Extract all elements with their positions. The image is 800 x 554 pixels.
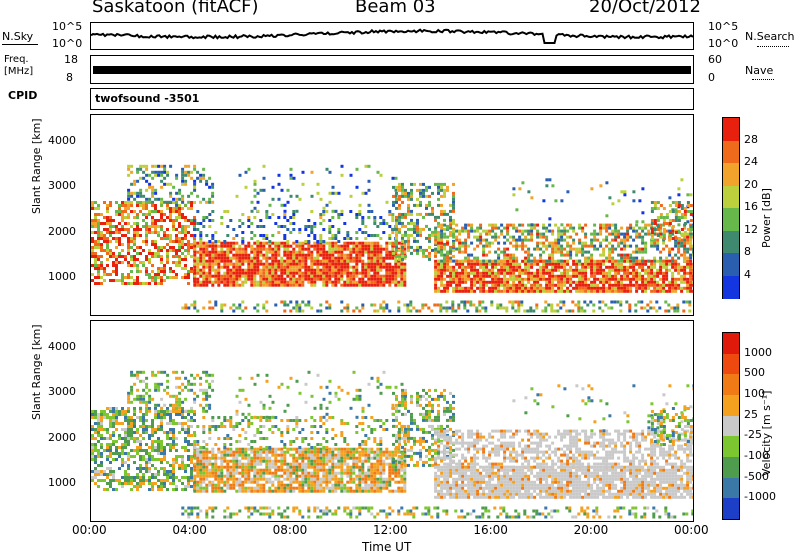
nave-line bbox=[752, 79, 774, 80]
power-ytick-4000: 4000 bbox=[48, 134, 76, 148]
noise-left-tick-top: 10^5 bbox=[52, 20, 83, 33]
power-ytick-2000: 2000 bbox=[48, 224, 76, 238]
power-colorbar bbox=[722, 117, 740, 299]
power-colorbar-tick: 28 bbox=[744, 132, 758, 146]
noise-right-tick-bottom: 10^0 bbox=[708, 37, 739, 50]
freq-unit-label: [MHz] bbox=[4, 66, 34, 77]
velocity-colorbar-swatch bbox=[723, 395, 739, 417]
velocity-echo-cells bbox=[91, 370, 693, 519]
xtick-1: 04:00 bbox=[172, 523, 207, 537]
velocity-ytick-1000: 1000 bbox=[48, 475, 76, 489]
power-ylabel: Slant Range [km] bbox=[30, 118, 43, 214]
velocity-colorbar-tick: 100 bbox=[744, 387, 765, 400]
power-colorbar-tick: 4 bbox=[744, 267, 751, 281]
noise-left-tick-bottom: 10^0 bbox=[52, 37, 83, 50]
noise-panel bbox=[90, 22, 694, 50]
velocity-colorbar-swatch bbox=[723, 477, 739, 499]
velocity-ytick-3000: 3000 bbox=[48, 385, 76, 399]
power-colorbar-tick: 20 bbox=[744, 177, 758, 191]
noise-trace bbox=[91, 28, 693, 44]
nave-tick-bottom: 0 bbox=[708, 71, 715, 84]
power-colorbar-swatch bbox=[723, 208, 739, 231]
velocity-colorbar-swatch bbox=[723, 333, 739, 355]
velocity-colorbar-tick: -500 bbox=[744, 469, 769, 483]
noise-right-tick-top: 10^5 bbox=[708, 20, 739, 33]
velocity-colorbar-tick: 1000 bbox=[744, 345, 772, 359]
velocity-ylabel: Slant Range [km] bbox=[30, 324, 43, 420]
power-colorbar-tick: 12 bbox=[744, 222, 758, 236]
velocity-colorbar-swatch bbox=[723, 498, 739, 520]
velocity-ytick-2000: 2000 bbox=[48, 430, 76, 444]
velocity-colorbar-tick: -25 bbox=[744, 428, 762, 442]
power-ytick-3000: 3000 bbox=[48, 179, 76, 193]
power-panel bbox=[90, 114, 694, 316]
power-colorbar-swatch bbox=[723, 140, 739, 164]
power-heatmap bbox=[91, 164, 693, 313]
velocity-colorbar-tick: -1000 bbox=[744, 490, 776, 504]
nsky-line bbox=[2, 44, 38, 45]
power-colorbar-swatch bbox=[723, 163, 739, 186]
velocity-colorbar-tick: -100 bbox=[744, 449, 769, 462]
xtick-2: 08:00 bbox=[272, 523, 308, 537]
cpid-value: twofsound -3501 bbox=[95, 92, 200, 105]
freq-band bbox=[93, 66, 691, 74]
station-title: Saskatoon (fitACF) bbox=[92, 0, 259, 17]
velocity-colorbar-label: Velocity [m s⁻¹] bbox=[760, 390, 773, 476]
power-colorbar-swatch bbox=[723, 253, 739, 276]
velocity-colorbar bbox=[722, 332, 740, 520]
nsearch-line bbox=[757, 46, 789, 47]
velocity-colorbar-tick: 500 bbox=[744, 366, 765, 380]
velocity-panel bbox=[90, 320, 694, 522]
xtick-6: 00:00 bbox=[674, 523, 709, 537]
power-colorbar-swatch bbox=[723, 185, 739, 209]
power-colorbar-swatch bbox=[723, 118, 739, 141]
nave-label: Nave bbox=[745, 64, 774, 77]
power-colorbar-tick: 16 bbox=[744, 200, 758, 213]
velocity-heatmap bbox=[91, 370, 693, 519]
cpid-label: CPID bbox=[8, 89, 38, 102]
freq-tick-top: 18 bbox=[64, 53, 78, 66]
xtick-4: 16:00 bbox=[473, 523, 508, 537]
velocity-colorbar-swatch bbox=[723, 457, 739, 479]
xaxis-title: Time UT bbox=[362, 540, 412, 554]
power-colorbar-tick: 8 bbox=[744, 245, 751, 258]
velocity-colorbar-swatch bbox=[723, 436, 739, 458]
velocity-colorbar-swatch bbox=[723, 415, 739, 437]
xtick-0: 00:00 bbox=[72, 523, 107, 537]
beam-title: Beam 03 bbox=[355, 0, 436, 17]
power-colorbar-swatch bbox=[723, 230, 739, 254]
velocity-ytick-4000: 4000 bbox=[48, 340, 76, 354]
power-colorbar-label: Power [dB] bbox=[760, 188, 773, 248]
power-echo-cells bbox=[91, 164, 693, 313]
velocity-colorbar-swatch bbox=[723, 374, 739, 396]
xtick-5: 20:00 bbox=[573, 523, 609, 537]
freq-label: Freq. bbox=[4, 54, 29, 65]
velocity-colorbar-swatch bbox=[723, 353, 739, 375]
power-colorbar-swatch bbox=[723, 275, 739, 299]
power-colorbar-tick: 24 bbox=[744, 155, 758, 168]
power-ytick-1000: 1000 bbox=[48, 269, 76, 283]
cpid-panel: twofsound -3501 bbox=[90, 88, 694, 110]
nsearch-label: N.Search bbox=[745, 30, 795, 43]
date-title: 20/Oct/2012 bbox=[589, 0, 701, 17]
nave-tick-top: 60 bbox=[708, 53, 722, 66]
freq-panel bbox=[90, 55, 694, 84]
freq-tick-bottom: 8 bbox=[66, 71, 73, 84]
velocity-colorbar-tick: 25 bbox=[744, 407, 758, 421]
xtick-3: 12:00 bbox=[373, 523, 408, 537]
nsky-label: N.Sky bbox=[2, 30, 34, 43]
